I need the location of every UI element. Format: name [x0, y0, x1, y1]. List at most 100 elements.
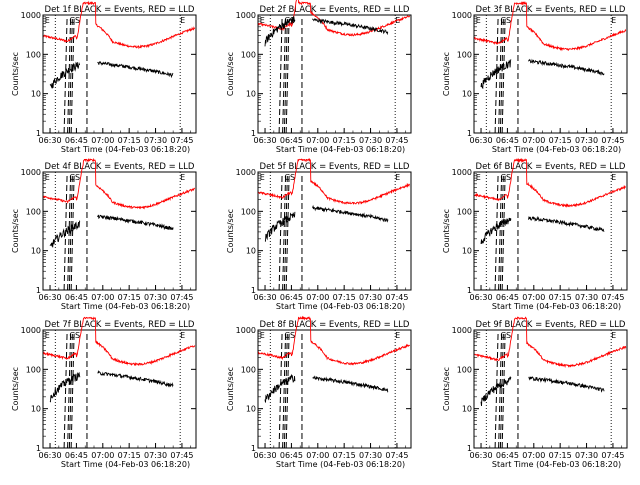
y-axis-label: Counts/sec: [11, 209, 20, 253]
dashed-line: [494, 331, 499, 449]
dashed-line: [67, 173, 72, 291]
dashed-line: [70, 173, 75, 291]
x-tick-label: 06:45: [496, 451, 519, 460]
marker-e: E: [476, 16, 481, 25]
x-axis-label: Start Time (04-Feb-03 06:18:20): [276, 302, 405, 311]
dashed-line: [283, 16, 288, 134]
det-panel-6: Det 6f BLACK = Events, RED = LLD 1 10 100 10…: [442, 157, 628, 311]
y-tick-label: 1000: [452, 168, 472, 177]
marker-cs: CS: [69, 331, 80, 340]
lld-series-line: [43, 316, 196, 367]
x-tick-label: 07:30: [575, 136, 598, 145]
y-tick-label: 100: [26, 207, 41, 216]
dashed-line: [285, 331, 290, 449]
x-tick-label: 07:15: [549, 451, 572, 460]
x-tick-label: 06:30: [254, 293, 277, 302]
x-tick-label: 07:30: [575, 451, 598, 460]
panel-title: Det 6f BLACK = Events, RED = LLD: [476, 162, 626, 172]
events-series-line: [312, 375, 389, 393]
dashed-line: [278, 331, 283, 449]
dashed-line: [499, 331, 504, 449]
events-series-line: [312, 204, 389, 223]
plot-frame: [42, 14, 197, 134]
det-panel-8: Det 8f BLACK = Events, RED = LLD 1 10 100 10…: [226, 315, 412, 469]
events-series-line: [49, 371, 81, 403]
marker-cs: CS: [284, 173, 295, 182]
lld-series-line: [43, 0, 196, 50]
dashed-line: [278, 16, 283, 134]
marker-e: E: [45, 173, 50, 182]
events-series-line: [312, 17, 389, 36]
marker-e: E: [611, 16, 616, 25]
dashed-line: [63, 331, 68, 449]
y-tick-label: 100: [457, 207, 472, 216]
x-tick-label: 07:45: [601, 293, 624, 302]
x-tick-label: 06:45: [496, 136, 519, 145]
dashed-line: [498, 16, 503, 134]
dashed-line: [501, 16, 506, 134]
y-tick-label: 10: [31, 247, 41, 256]
events-series-line: [528, 215, 605, 232]
y-tick-label: 1: [251, 286, 256, 295]
x-tick-label: 07:15: [118, 293, 141, 302]
x-tick-label: 07:00: [91, 136, 114, 145]
marker-e: E: [260, 331, 265, 340]
x-tick-label: 06:30: [470, 293, 493, 302]
x-axis-label: Start Time (04-Feb-03 06:18:20): [61, 302, 190, 311]
plot-frame: [473, 329, 628, 449]
y-axis-label: Counts/sec: [226, 52, 235, 96]
panel-title: Det 7f BLACK = Events, RED = LLD: [45, 320, 195, 330]
marker-e: E: [395, 331, 400, 340]
x-tick-label: 06:30: [254, 451, 277, 460]
x-tick-label: 07:45: [170, 136, 193, 145]
y-tick-label: 100: [26, 365, 41, 374]
y-tick-label: 100: [26, 50, 41, 59]
dashed-line: [499, 16, 504, 134]
det-panel-1: Det 1f BLACK = Events, RED = LLD 1 10 100 10…: [11, 0, 197, 154]
marker-e: E: [395, 16, 400, 25]
lld-series-line: [43, 157, 196, 210]
marker-e: E: [476, 331, 481, 340]
lld-series-line: [258, 315, 411, 366]
y-tick-label: 1: [36, 286, 41, 295]
x-tick-label: 06:45: [280, 136, 303, 145]
x-tick-label: 07:15: [549, 136, 572, 145]
lld-series-line: [474, 316, 627, 369]
dashed-line: [282, 173, 287, 291]
x-tick-label: 07:45: [601, 136, 624, 145]
marker-cs: CS: [500, 173, 511, 182]
x-tick-label: 06:45: [65, 293, 88, 302]
events-series-line: [480, 217, 512, 244]
marker-cs: CS: [284, 331, 295, 340]
plot-frame: [257, 171, 412, 291]
lld-series-line: [474, 0, 627, 52]
y-tick-label: 100: [241, 207, 256, 216]
x-axis-label: Start Time (04-Feb-03 06:18:20): [61, 460, 190, 469]
dashed-line: [494, 16, 499, 134]
y-tick-label: 10: [246, 247, 256, 256]
y-tick-label: 100: [241, 365, 256, 374]
x-tick-label: 06:30: [470, 451, 493, 460]
events-series-line: [264, 211, 296, 242]
marker-e: E: [260, 16, 265, 25]
x-tick-label: 07:00: [306, 136, 329, 145]
marker-e: E: [476, 173, 481, 182]
x-tick-label: 07:15: [333, 451, 356, 460]
x-tick-label: 06:30: [39, 136, 62, 145]
plot-frame: [42, 171, 197, 291]
x-axis-label: Start Time (04-Feb-03 06:18:20): [492, 460, 621, 469]
x-tick-label: 06:45: [65, 136, 88, 145]
dashed-line: [70, 331, 75, 449]
panel-title: Det 5f BLACK = Events, RED = LLD: [260, 162, 410, 172]
y-tick-label: 100: [457, 50, 472, 59]
dashed-line: [70, 16, 75, 134]
marker-e: E: [611, 331, 616, 340]
y-tick-label: 10: [246, 90, 256, 99]
x-tick-label: 07:45: [170, 451, 193, 460]
x-axis-label: Start Time (04-Feb-03 06:18:20): [276, 145, 405, 154]
dashed-line: [67, 16, 72, 134]
det-panel-3: Det 3f BLACK = Events, RED = LLD 1 10 100 10…: [442, 0, 628, 154]
x-tick-label: 07:45: [601, 451, 624, 460]
x-tick-label: 07:30: [359, 293, 382, 302]
events-series-line: [49, 219, 81, 248]
